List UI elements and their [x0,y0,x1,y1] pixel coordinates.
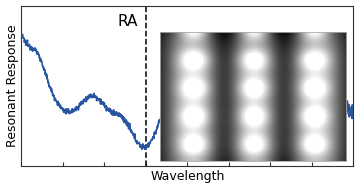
Y-axis label: Resonant Response: Resonant Response [5,25,19,147]
Text: RA: RA [117,14,137,29]
X-axis label: Wavelength: Wavelength [150,170,225,184]
